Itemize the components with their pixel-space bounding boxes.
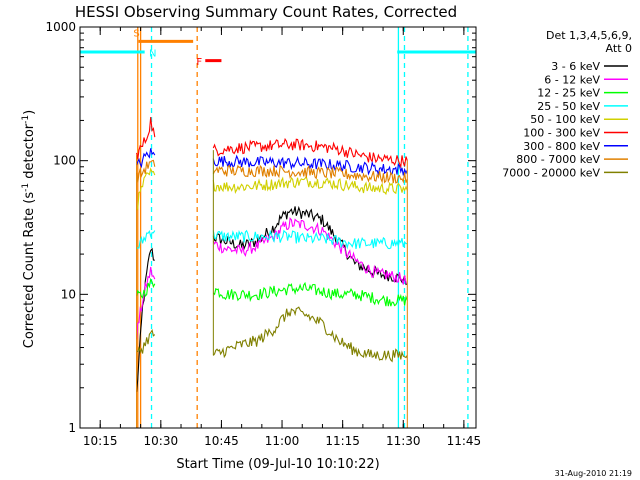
chart-title: HESSI Observing Summary Count Rates, Cor… xyxy=(75,3,457,21)
series-5-line-0 xyxy=(136,117,156,160)
timestamp: 31-Aug-2010 21:19 xyxy=(555,469,632,478)
y-axis-label-part3: ) xyxy=(22,110,37,115)
series-2-line-0 xyxy=(136,277,156,299)
series-3-line-1 xyxy=(212,229,408,250)
series-6 xyxy=(136,148,408,177)
legend-subtitle: Att 0 xyxy=(606,42,632,55)
series-4 xyxy=(136,167,408,211)
series-6-line-1 xyxy=(212,154,408,177)
plot-frame xyxy=(79,26,477,429)
series-3 xyxy=(136,229,408,250)
annotation-s: S xyxy=(133,28,139,39)
series-3-line-0 xyxy=(136,230,156,250)
series-1-line-0 xyxy=(136,266,156,340)
legend-label-8: 7000 - 20000 keV xyxy=(502,166,600,179)
y-axis-label-part2: detector xyxy=(22,123,37,183)
series-1 xyxy=(136,217,408,340)
y-axis-label-part1: Corrected Count Rate (s xyxy=(22,192,37,349)
series-2-line-1 xyxy=(212,281,408,307)
series-5 xyxy=(136,117,408,169)
series-7-line-1 xyxy=(212,164,408,184)
y-axis-label-sup2: -1 xyxy=(21,115,31,124)
series-8-line-0 xyxy=(136,328,156,354)
y-tick-label-2: 100 xyxy=(53,154,76,168)
plot-area: SN F 10:15 10:30 10:45 11:00 11:15 11:30 11:45 1 1… xyxy=(45,20,481,448)
legend-label-4: 50 - 100 keV xyxy=(530,113,600,126)
legend-label-1: 6 - 12 keV xyxy=(544,73,600,86)
y-tick-label-1: 10 xyxy=(61,287,76,301)
series-1-line-1 xyxy=(212,217,408,285)
legend-label-6: 300 - 800 keV xyxy=(523,140,600,153)
legend-label-3: 25 - 50 keV xyxy=(537,100,600,113)
y-axis-label-sup1: -1 xyxy=(21,183,31,192)
x-tick-label-5: 11:30 xyxy=(386,434,421,448)
y-tick-label-0: 1 xyxy=(68,421,76,435)
legend-label-0: 3 - 6 keV xyxy=(551,60,600,73)
legend-label-2: 12 - 25 keV xyxy=(537,87,600,100)
x-tick-label-6: 11:45 xyxy=(447,434,482,448)
legend-label-7: 800 - 7000 keV xyxy=(516,153,600,166)
y-tick-label-3: 1000 xyxy=(45,20,76,34)
series-0-line-1 xyxy=(212,205,408,286)
legend-label-5: 100 - 300 keV xyxy=(523,127,600,140)
x-tick-label-4: 11:15 xyxy=(325,434,360,448)
series-7-line-0 xyxy=(136,159,156,183)
annotation-n: N xyxy=(149,49,156,60)
series-4-line-0 xyxy=(136,167,156,211)
series-8-line-1 xyxy=(212,306,408,363)
series-8 xyxy=(136,306,408,363)
series-4-line-1 xyxy=(212,175,408,196)
series-2 xyxy=(136,277,408,307)
x-axis-label: Start Time (09-Jul-10 10:10:22) xyxy=(176,457,379,472)
legend-title: Det 1,3,4,5,6,9, xyxy=(546,29,632,42)
series-5-line-1 xyxy=(212,137,408,169)
x-tick-label-3: 11:00 xyxy=(265,434,300,448)
x-tick-label-2: 10:45 xyxy=(204,434,239,448)
series-6-line-0 xyxy=(136,148,156,169)
x-tick-label-1: 10:30 xyxy=(144,434,179,448)
y-axis-label: Corrected Count Rate (s-1 detector-1) xyxy=(21,110,37,348)
annotation-f: F xyxy=(196,57,202,68)
x-tick-label-0: 10:15 xyxy=(83,434,118,448)
series-7 xyxy=(136,159,408,184)
